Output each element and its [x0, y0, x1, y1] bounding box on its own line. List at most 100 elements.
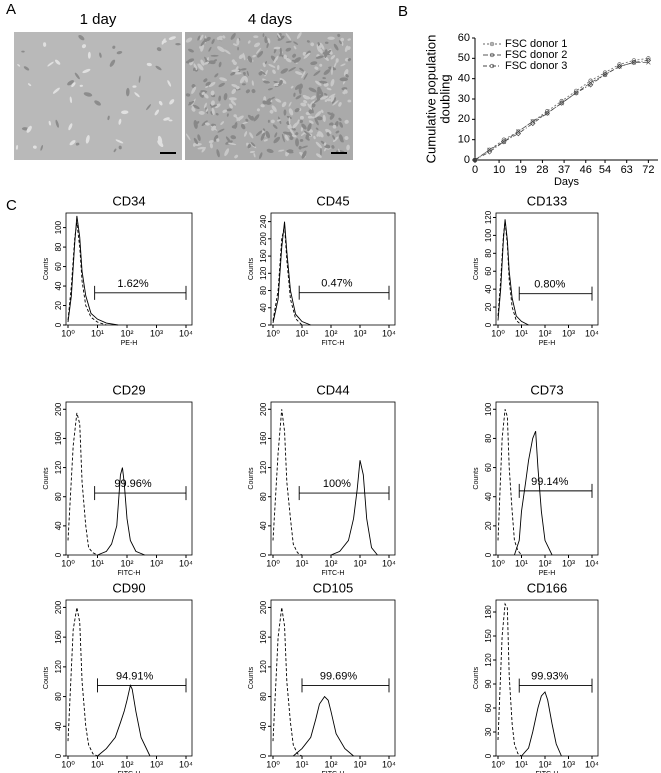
y-tick-label: 60	[484, 266, 493, 275]
cell	[344, 136, 349, 141]
cell	[210, 90, 215, 96]
cell	[199, 44, 205, 49]
x-tick-label: 10⁰	[491, 558, 505, 568]
cell	[285, 40, 292, 43]
y-axis-label: Counts	[248, 257, 255, 280]
plot-frame	[65, 401, 193, 556]
cell	[294, 108, 300, 113]
y-axis-label: Counts	[248, 666, 255, 689]
cell	[267, 119, 270, 123]
cell	[253, 152, 256, 158]
cell	[154, 109, 160, 116]
x-tick-label: 10	[493, 164, 505, 176]
cell	[326, 132, 330, 137]
plot-frame	[495, 401, 599, 556]
cell	[316, 94, 324, 101]
x-tick-label: 54	[599, 164, 611, 176]
cell	[283, 109, 287, 116]
cell	[71, 82, 76, 88]
y-axis-label: Counts	[43, 257, 50, 280]
panel-label: B	[398, 3, 408, 20]
cell	[185, 37, 193, 43]
x-tick-label: 10¹	[515, 558, 528, 568]
cell	[168, 36, 176, 40]
cell	[288, 151, 294, 154]
cell	[54, 59, 61, 65]
x-axis-label: FITC-H	[118, 570, 141, 577]
cell	[274, 132, 278, 138]
cell	[292, 53, 297, 58]
x-tick-label: 10¹	[295, 759, 308, 769]
cell	[109, 59, 116, 67]
cell	[231, 84, 238, 88]
y-tick-label: 180	[484, 605, 493, 619]
cell	[232, 43, 238, 47]
cell	[23, 66, 30, 71]
cell	[210, 104, 218, 108]
cell	[302, 94, 309, 100]
cell	[263, 80, 270, 84]
cell	[242, 52, 246, 61]
cell	[112, 45, 116, 49]
x-tick-label: 37	[558, 164, 570, 176]
y-tick-label: 240	[259, 214, 268, 228]
cell	[118, 145, 122, 150]
cell	[299, 115, 304, 120]
cell	[232, 61, 237, 66]
cell	[158, 100, 163, 106]
cell	[251, 89, 256, 94]
cell	[290, 85, 294, 89]
legend-marker	[489, 41, 495, 47]
cell	[239, 75, 246, 84]
cell	[299, 138, 304, 142]
cell	[317, 89, 324, 95]
cell	[185, 133, 191, 141]
cell	[193, 63, 198, 71]
x-tick-label: 10²	[120, 328, 133, 338]
cell	[234, 121, 238, 129]
cell	[332, 136, 339, 143]
y-tick-label: 100	[484, 228, 493, 242]
cell	[192, 104, 200, 110]
cell	[223, 49, 231, 55]
cell	[157, 135, 163, 145]
cell	[252, 54, 257, 58]
x-axis-label: PE-H	[539, 340, 556, 347]
gate-label: 99.93%	[531, 671, 569, 683]
cell	[265, 101, 272, 105]
gate-label: 99.14%	[531, 476, 569, 488]
cell	[335, 130, 340, 134]
cell	[325, 128, 332, 135]
image-caption: 4 days	[248, 11, 292, 28]
x-axis-label: FITC-H	[322, 771, 345, 773]
cell	[272, 69, 276, 74]
series-line	[474, 62, 649, 161]
y-tick-label: 0	[54, 322, 63, 327]
cell	[255, 47, 262, 54]
cell	[15, 144, 19, 150]
cell	[247, 40, 251, 44]
chart-title: CD44	[316, 382, 349, 397]
cell	[294, 84, 301, 90]
y-tick-label: 60	[484, 463, 493, 472]
cell	[250, 142, 256, 147]
x-tick-label: 10⁴	[382, 328, 396, 338]
cell	[325, 49, 332, 56]
cell	[253, 114, 260, 122]
x-tick-label: 10²	[538, 328, 551, 338]
y-tick-label: 100	[54, 220, 63, 234]
cell	[118, 118, 122, 125]
gate-label: 0.47%	[321, 278, 352, 290]
cell	[107, 115, 110, 121]
cell	[27, 83, 32, 87]
cell	[339, 134, 344, 143]
x-tick-label: 10¹	[515, 759, 528, 769]
series-line	[272, 221, 311, 326]
y-tick-label: 50	[458, 52, 470, 64]
cell	[322, 114, 326, 122]
cell	[69, 140, 76, 146]
cell	[331, 145, 335, 149]
cell	[228, 103, 233, 109]
cell	[347, 46, 351, 50]
y-tick-label: 160	[259, 630, 268, 644]
